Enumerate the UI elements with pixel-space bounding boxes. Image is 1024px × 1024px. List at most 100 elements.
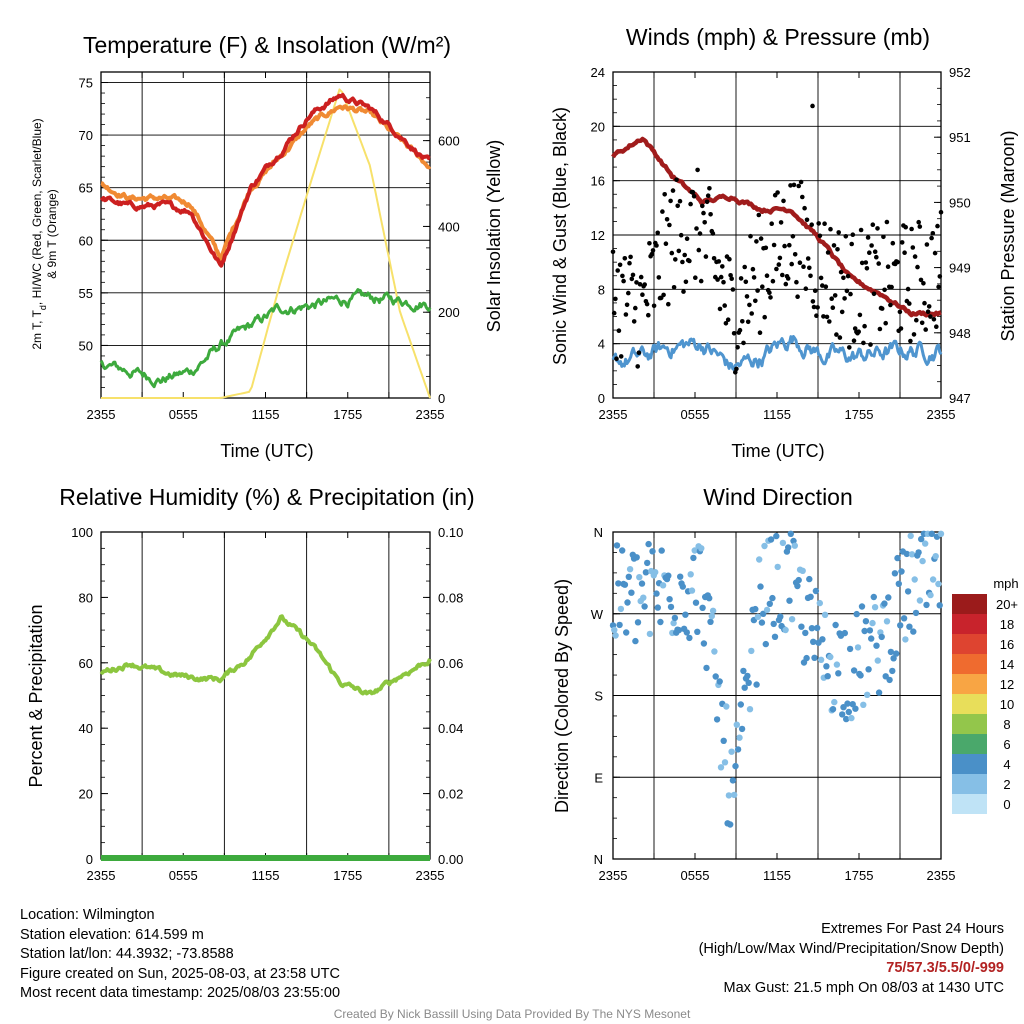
direction-point	[623, 629, 630, 636]
gust-point	[859, 260, 865, 266]
winds-y2-tick-label: 952	[949, 65, 971, 80]
direction-point	[644, 559, 651, 567]
direction-point	[894, 554, 901, 562]
gust-point	[881, 234, 886, 240]
direction-point	[740, 667, 747, 675]
direction-point	[922, 540, 929, 547]
gust-point	[932, 250, 938, 256]
direction-point	[649, 548, 656, 555]
direction-point	[870, 593, 877, 601]
gust-point	[715, 277, 720, 282]
gust-point	[902, 250, 907, 255]
direction-point	[688, 587, 696, 594]
direction-point	[692, 599, 700, 606]
gust-point	[629, 276, 635, 282]
gust-point	[862, 323, 867, 329]
gust-point	[872, 249, 878, 254]
gust-point	[737, 327, 743, 333]
direction-point	[615, 580, 622, 587]
direction-point	[682, 611, 689, 618]
legend-label: 14	[1000, 657, 1014, 672]
gust-point	[905, 286, 911, 292]
humidity-x-tick-label: 1755	[333, 868, 362, 883]
direction-point	[875, 689, 883, 696]
direction-point	[626, 566, 634, 573]
direction-point	[932, 553, 939, 560]
gust-point	[735, 345, 740, 350]
gust-point	[644, 301, 650, 307]
direction-point	[621, 581, 629, 588]
direction-point	[659, 582, 667, 589]
direction-point	[829, 706, 837, 713]
temperature-y-tick-label: 60	[79, 233, 93, 248]
direction-point	[889, 667, 896, 675]
gust-point	[651, 303, 657, 309]
winds-y2-tick-label: 948	[949, 326, 971, 341]
gust-point	[780, 272, 785, 278]
direction-point	[728, 748, 735, 755]
direction-point	[721, 759, 729, 766]
direction-point	[848, 714, 855, 722]
direction-y-tick-label: W	[591, 607, 604, 622]
legend-swatch	[952, 674, 987, 694]
gust-point	[747, 302, 752, 308]
humidity-y2-tick-label: 0.10	[438, 525, 463, 540]
winds-x-axis-label: Time (UTC)	[731, 441, 824, 461]
humidity-panel: Relative Humidity (%) & Precipitation (i…	[26, 484, 475, 883]
extremes-title: Extremes For Past 24 Hours	[821, 921, 1004, 937]
legend-label: 8	[1003, 717, 1010, 732]
direction-point	[923, 601, 930, 609]
gust-point	[782, 243, 787, 249]
direction-point	[869, 619, 876, 627]
direction-point	[782, 626, 789, 634]
direction-point	[734, 746, 742, 753]
gust-point	[829, 296, 834, 302]
gust-point	[624, 302, 630, 308]
winds-y2-tick-label: 949	[949, 261, 971, 276]
direction-title: Wind Direction	[703, 484, 853, 510]
humidity-title: Relative Humidity (%) & Precipitation (i…	[59, 484, 474, 510]
gust-point	[931, 317, 937, 322]
gust-point	[614, 356, 619, 362]
gust-point	[687, 258, 692, 264]
direction-point	[890, 655, 897, 662]
gust-point	[778, 220, 784, 225]
gust-point	[845, 273, 851, 279]
direction-point	[794, 582, 801, 590]
gust-point	[673, 257, 678, 262]
winds-x-tick-label: 2355	[599, 407, 628, 422]
gust-point	[734, 366, 739, 372]
gust-point	[890, 240, 896, 246]
sonic-wind-line	[611, 335, 943, 372]
direction-point	[852, 705, 859, 712]
gust-point	[818, 275, 824, 281]
winds-y2-tick-label: 950	[949, 195, 971, 210]
gust-point	[691, 193, 697, 199]
gust-point	[934, 324, 939, 330]
gust-point	[925, 309, 931, 315]
gust-point	[626, 290, 631, 296]
credit-text: Created By Nick Bassill Using Data Provi…	[333, 1007, 691, 1021]
winds-y-axis-label: Sonic Wind & Gust (Blue, Black)	[550, 107, 570, 365]
gust-point	[756, 212, 762, 218]
gust-point	[907, 301, 912, 306]
gust-point	[857, 312, 863, 318]
direction-y-tick-label: N	[594, 852, 603, 867]
gust-point	[717, 306, 723, 312]
gust-point	[707, 186, 712, 191]
direction-point	[707, 618, 714, 625]
temperature-x-tick-label: 1155	[252, 407, 280, 422]
gust-point	[693, 275, 698, 281]
direction-point	[653, 590, 660, 597]
extremes-values: 75/57.3/5.5/0/-999	[886, 960, 1004, 976]
location-text: Location: Wilmington	[20, 907, 155, 923]
gust-point	[814, 313, 819, 319]
direction-point	[683, 629, 690, 636]
direction-point	[897, 622, 904, 629]
gust-point	[745, 319, 751, 325]
temperature-y2-tick-label: 0	[438, 391, 445, 406]
gust-point	[671, 285, 677, 290]
humidity-y2-tick-label: 0.04	[438, 721, 463, 736]
direction-point	[916, 597, 924, 604]
humidity-x-tick-label: 0555	[169, 868, 198, 883]
